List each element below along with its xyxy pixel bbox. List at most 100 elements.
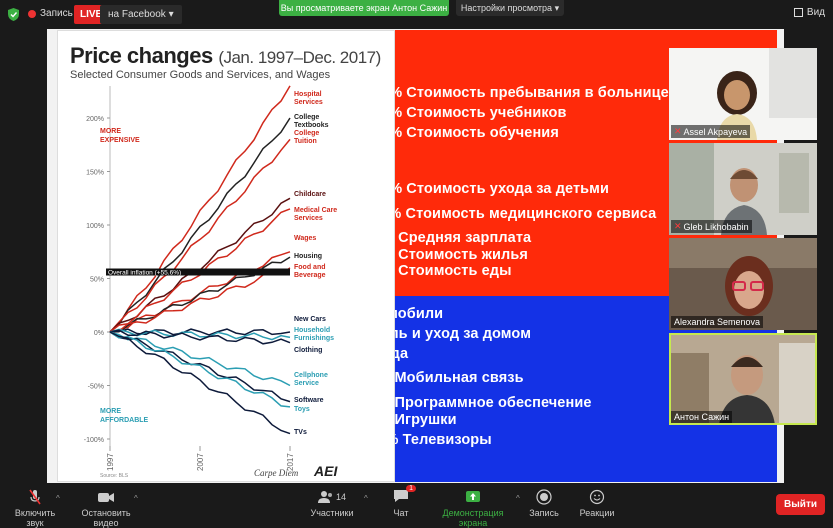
series-line — [109, 331, 291, 408]
series-label: Toys — [294, 406, 310, 413]
overall-inflation-bar — [106, 268, 290, 276]
series-line — [109, 328, 291, 336]
video-options-caret-icon[interactable]: ^ — [134, 494, 138, 503]
series-label: Furnishings — [294, 335, 334, 342]
participant-tile[interactable]: ✕ Gleb Likhobabin — [669, 143, 817, 235]
series-label: TVs — [294, 429, 307, 436]
leave-meeting-button[interactable]: Выйти — [776, 494, 825, 515]
audio-options-caret-icon[interactable]: ^ — [56, 494, 60, 503]
x-tick-label: 2017 — [286, 453, 295, 471]
red-bullet-item: + 180% Стоимость обучения — [352, 125, 559, 141]
view-settings-dropdown[interactable]: Настройки просмотра ▾ — [456, 0, 564, 16]
reactions-button[interactable]: Реакции — [578, 489, 616, 518]
source-label: Source: BLS — [100, 473, 129, 479]
y-tick-label: 150% — [86, 170, 104, 177]
grid-view-icon — [793, 8, 803, 17]
mic-off-icon: ✕ — [674, 126, 682, 136]
chat-button[interactable]: 1 Чат — [386, 485, 416, 518]
series-label: College — [294, 114, 319, 121]
shield-icon[interactable] — [8, 8, 19, 21]
price-changes-chart: 200% 150% 100% 50% 0% -50% -100% 1997 2007 2017 MO… — [84, 85, 338, 479]
series-label: Medical Care — [294, 207, 337, 214]
series-line — [109, 251, 291, 333]
record-dot-icon — [28, 9, 36, 18]
series-line — [109, 329, 291, 345]
facebook-label: на Facebook — [108, 9, 166, 20]
y-tick-label: 50% — [90, 277, 104, 284]
meeting-toolbar: Включить звук ^ Остановить видео ^ 14 Уч… — [0, 485, 833, 528]
series-label: Childcare — [294, 191, 326, 198]
recording-indicator[interactable]: Запись — [28, 8, 73, 19]
facebook-stream-dropdown[interactable]: на Facebook ▾ — [100, 5, 182, 24]
aei-logo: AEI — [313, 463, 338, 479]
y-tick-label: -50% — [88, 384, 104, 391]
participant-name-tag: ✕ Assel Akpayeva — [671, 125, 751, 138]
chart-title-range: (Jan. 1997–Dec. 2017) — [218, 48, 381, 67]
participants-button[interactable]: 14 Участники — [308, 489, 356, 518]
red-bullet-item: + 70% Стоимость жилья — [352, 247, 528, 263]
participant-tile-active-speaker[interactable]: Антон Сажин — [669, 333, 817, 425]
series-label: Cellphone — [294, 372, 328, 379]
series-line — [109, 138, 291, 333]
view-button[interactable]: Вид — [793, 7, 825, 18]
series-line — [109, 117, 291, 333]
participants-count: 14 — [335, 492, 346, 502]
red-bullet-item: + 230% Стоимость пребывания в больнице — [352, 85, 669, 101]
chat-badge: 1 — [406, 485, 416, 492]
share-screen-label: Демонстрация экрана — [442, 508, 504, 528]
reactions-label: Реакции — [579, 508, 615, 518]
more-expensive-label: MORE — [100, 128, 121, 135]
series-line — [109, 331, 291, 387]
unmute-label: Включить звук — [14, 508, 56, 528]
more-expensive-label-line2: EXPENSIVE — [100, 137, 140, 144]
red-bullet-item: + 75% Средняя зарплата — [352, 230, 532, 246]
overall-inflation-label: Overall inflation (+55.6%) — [108, 269, 181, 276]
series-label: Household — [294, 327, 330, 334]
participants-icon: 14 — [308, 489, 356, 505]
participant-video — [669, 143, 817, 235]
series-line — [109, 331, 291, 435]
participant-video — [669, 238, 817, 330]
chat-icon: 1 — [392, 485, 416, 505]
participants-label: Участники — [310, 508, 354, 518]
series-label: Housing — [294, 253, 322, 260]
blue-bullet-item: - 75% Программное обеспечение — [352, 395, 592, 411]
video-camera-icon — [98, 493, 114, 502]
series-label: Beverage — [294, 272, 326, 279]
series-label: New Cars — [294, 316, 326, 323]
chevron-down-icon: ▾ — [168, 9, 174, 20]
series-line — [109, 267, 291, 333]
record-button[interactable]: Запись — [528, 489, 560, 518]
participants-options-caret-icon[interactable]: ^ — [364, 494, 368, 503]
series-label: Textbooks — [294, 122, 329, 129]
y-tick-label: -100% — [84, 437, 104, 444]
series-label: Services — [294, 215, 323, 222]
unmute-button[interactable]: Включить звук — [6, 489, 64, 528]
top-bar: Запись LIVE на Facebook ▾ Вы просматрива… — [0, 0, 833, 30]
series-line — [109, 85, 291, 333]
series-label: Software — [294, 397, 324, 404]
screen-share-banner: Вы просматриваете экран Антон Сажин — [279, 0, 449, 16]
series-label: Services — [294, 99, 323, 106]
live-badge[interactable]: LIVE — [74, 5, 109, 24]
red-bullet-item: + 200% Стоимость учебников — [352, 105, 567, 121]
chart-title-main: Price changes — [70, 43, 213, 68]
participant-name-tag: Антон Сажин — [671, 411, 733, 423]
series-label: Tuition — [294, 138, 317, 145]
share-screen-button[interactable]: Демонстрация экрана — [428, 489, 518, 528]
series-line — [109, 197, 291, 333]
participant-tile[interactable]: ✕ Assel Akpayeva — [669, 48, 817, 140]
stop-video-button[interactable]: Остановить видео — [70, 489, 142, 528]
participant-gallery: ✕ Assel Akpayeva ✕ Gleb Likhobabin Alexa — [669, 48, 817, 426]
x-tick-label: 1997 — [106, 453, 115, 471]
y-tick-label: 100% — [86, 223, 104, 230]
record-icon — [536, 489, 552, 505]
share-options-caret-icon[interactable]: ^ — [516, 494, 520, 503]
mic-off-icon: ✕ — [674, 221, 682, 231]
participant-tile[interactable]: Alexandra Semenova — [669, 238, 817, 330]
participant-name-tag: ✕ Gleb Likhobabin — [671, 220, 752, 233]
y-tick-label: 200% — [86, 116, 104, 123]
series-label: Clothing — [294, 347, 322, 354]
series-label: Service — [294, 380, 319, 387]
series-label: Food and — [294, 264, 326, 271]
